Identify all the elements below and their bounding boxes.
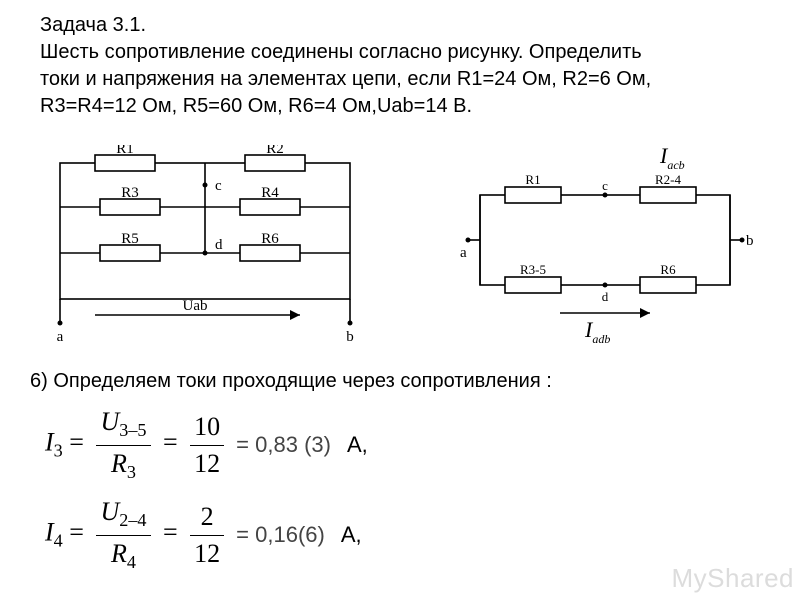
problem-title: Задача 3.1.: [40, 12, 760, 39]
eq1-unit: А,: [347, 432, 368, 458]
eq1-den-R: R: [111, 449, 127, 478]
problem-line1: Шесть сопротивление соединены согласно р…: [40, 39, 760, 66]
eq1-num2: 10: [190, 411, 224, 442]
eq2-rhs: = 0,16(6): [236, 522, 325, 548]
arrow-i-acb: Iacb: [659, 145, 685, 172]
label-node-d: d: [215, 237, 223, 253]
eq2-den-sub: 4: [127, 552, 136, 572]
label-r1-right: R1: [525, 172, 540, 187]
label-r24-right: R2-4: [655, 172, 682, 187]
label-uab: Uab: [183, 298, 208, 314]
label-r1: R1: [116, 145, 134, 157]
svg-text:Iadb: Iadb: [584, 317, 610, 346]
step6-text: 6) Определяем токи проходящие через сопр…: [30, 370, 760, 393]
eq1-den-sub: 3: [127, 462, 136, 482]
label-node-c-right: c: [602, 178, 608, 193]
label-r4: R4: [261, 185, 279, 201]
label-node-b: b: [346, 329, 354, 345]
label-r2: R2: [266, 145, 284, 157]
label-node-d-right: d: [602, 289, 609, 304]
eq1-den2: 12: [190, 448, 224, 479]
equation-i3: I3 = U3–5 R3 = 10 12 = 0,83 (3) А,: [45, 410, 368, 480]
eq2-den2: 12: [190, 538, 224, 569]
equation-i4: I4 = U2–4 R4 = 2 12 = 0,16(6) А,: [45, 500, 362, 570]
eq1-num-U: U: [100, 407, 119, 436]
label-r35-right: R3-5: [520, 262, 546, 277]
label-r5: R5: [121, 231, 139, 247]
eq2-lhs-sub: 4: [54, 531, 63, 551]
problem-line2: токи и напряжения на элементах цепи, есл…: [40, 66, 760, 93]
label-r6: R6: [261, 231, 279, 247]
arrow-i-adb: Iadb: [560, 308, 650, 346]
circuit-diagrams: R1 R2 c R3 R4 R5 R6: [40, 145, 760, 355]
eq1-lhs-sub: 3: [54, 441, 63, 461]
circuit-right: a b R1 R2-4 c R3-5 R6 d: [460, 145, 754, 346]
eq1-rhs: = 0,83 (3): [236, 432, 331, 458]
label-r6-right: R6: [660, 262, 676, 277]
eq2-num2: 2: [197, 501, 218, 532]
label-node-a-right: a: [460, 245, 467, 261]
eq2-den-R: R: [111, 539, 127, 568]
page: Задача 3.1. Шесть сопротивление соединен…: [0, 0, 800, 600]
label-node-a: a: [57, 329, 64, 345]
eq1-num-sub: 3–5: [119, 421, 146, 441]
svg-text:Iacb: Iacb: [659, 145, 685, 172]
problem-line3: R3=R4=12 Ом, R5=60 Ом, R6=4 Ом,Uab=14 В.: [40, 93, 760, 120]
eq1-lhs-I: I: [45, 428, 54, 457]
eq2-num-U: U: [100, 497, 119, 526]
watermark: MyShared: [672, 563, 795, 594]
eq2-num-sub: 2–4: [119, 511, 146, 531]
eq2-unit: А,: [341, 522, 362, 548]
problem-statement: Задача 3.1. Шесть сопротивление соединен…: [40, 12, 760, 120]
label-node-b-right: b: [746, 233, 754, 249]
eq2-lhs-I: I: [45, 518, 54, 547]
label-node-c: c: [215, 178, 222, 194]
circuit-left: R1 R2 c R3 R4 R5 R6: [57, 145, 354, 345]
label-r3: R3: [121, 185, 139, 201]
